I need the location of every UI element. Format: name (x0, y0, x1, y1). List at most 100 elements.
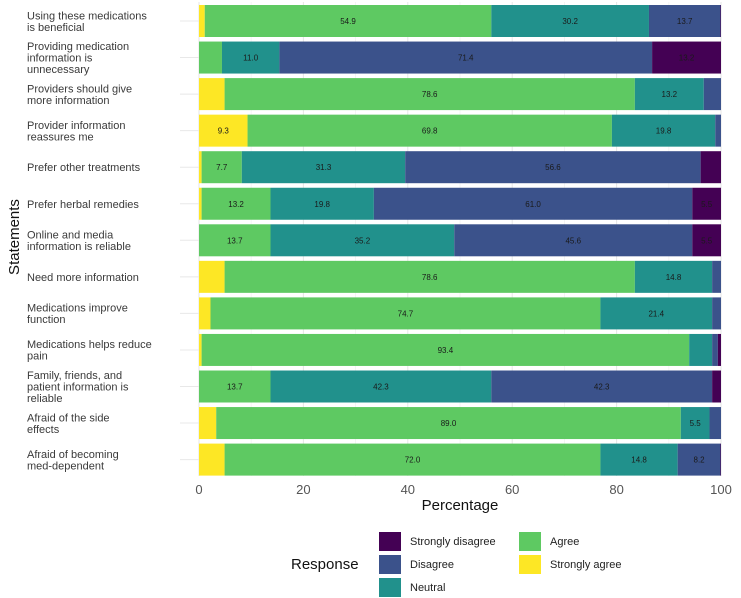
data-label-strongly-agree-3: 9.3 (218, 127, 230, 136)
data-label-neutral-11: 5.5 (690, 419, 702, 428)
bar-strongly-disagree-5 (692, 187, 721, 220)
bar-disagree-6 (454, 224, 693, 257)
data-label-agree-9: 93.4 (438, 346, 454, 355)
category-label-1-line-2: unnecessary (27, 64, 90, 76)
bar-neutral-4 (241, 151, 406, 184)
x-tick-60: 60 (505, 482, 519, 497)
x-tick-80: 80 (609, 482, 623, 497)
bar-disagree-10 (491, 370, 713, 403)
data-label-disagree-0: 13.7 (677, 17, 693, 26)
category-label-5-line-0: Prefer herbal remedies (27, 199, 139, 211)
category-label-8-line-1: function (27, 314, 66, 326)
category-label-2-line-1: more information (27, 95, 110, 107)
data-label-strongly-disagree-1: 13.2 (679, 54, 695, 63)
data-label-agree-2: 78.6 (422, 90, 438, 99)
category-label-12-line-1: med-dependent (27, 460, 104, 472)
y-axis-title: Statements (6, 199, 23, 275)
category-label-6-line-1: information is reliable (27, 241, 131, 253)
category-label-1-line-1: information is (27, 53, 93, 65)
bar-neutral-11 (680, 407, 710, 440)
bar-strongly-agree-12 (199, 443, 225, 476)
data-label-agree-8: 74.7 (398, 309, 414, 318)
legend-label-neutral: Neutral (410, 582, 445, 594)
bar-strongly-disagree-12 (720, 443, 721, 476)
bar-disagree-11 (709, 407, 721, 440)
bar-agree-4 (201, 151, 242, 184)
bar-neutral-2 (634, 78, 704, 111)
data-label-disagree-4: 56.6 (545, 163, 561, 172)
data-labels: 54.9 30.2 13.7 11.0 71.4 13.2 78.6 13.2 9.3 69.8 1… (216, 17, 713, 465)
bar-segments (199, 5, 721, 476)
data-label-agree-12: 72.0 (405, 456, 421, 465)
bar-disagree-1 (279, 41, 653, 74)
bar-strongly-disagree-6 (692, 224, 721, 257)
data-label-agree-7: 78.6 (422, 273, 438, 282)
bar-disagree-0 (648, 5, 721, 37)
data-label-neutral-3: 19.8 (656, 127, 672, 136)
bar-neutral-6 (270, 224, 455, 257)
category-label-12-line-0: Afraid of becoming (27, 449, 119, 461)
bar-disagree-8 (712, 297, 721, 330)
data-label-neutral-4: 31.3 (316, 163, 332, 172)
data-label-disagree-1: 71.4 (458, 54, 474, 63)
data-label-neutral-5: 19.8 (314, 200, 330, 209)
bar-agree-11 (216, 407, 681, 440)
bar-strongly-agree-4 (199, 151, 202, 184)
category-label-6-line-0: Online and media (27, 230, 114, 242)
legend-label-disagree: Disagree (410, 559, 454, 571)
bar-strongly-disagree-1 (652, 41, 721, 74)
category-label-10-line-0: Family, friends, and (27, 370, 122, 382)
bar-disagree-7 (712, 260, 721, 293)
bar-strongly-agree-9 (199, 333, 202, 366)
legend-title: Response (291, 556, 359, 573)
data-label-disagree-10: 42.3 (594, 383, 610, 392)
legend: Response Strongly disagree Agree Disagree S… (291, 532, 622, 597)
bar-agree-2 (224, 78, 635, 111)
bar-strongly-agree-7 (199, 260, 225, 293)
bar-agree-9 (201, 333, 690, 366)
legend-swatch-strongly-disagree (379, 532, 401, 551)
category-label-9-line-0: Medications helps reduce (27, 339, 152, 351)
x-tick-100: 100 (710, 482, 732, 497)
bar-strongly-disagree-4 (700, 151, 721, 184)
category-label-0-line-0: Using these medications (27, 10, 147, 22)
bar-strongly-disagree-0 (720, 5, 721, 37)
category-label-10-line-2: reliable (27, 393, 62, 405)
legend-swatch-strongly-agree (519, 555, 541, 574)
x-tick-20: 20 (296, 482, 310, 497)
bar-strongly-disagree-10 (712, 370, 721, 403)
data-label-agree-3: 69.8 (422, 127, 438, 136)
bar-neutral-3 (611, 114, 716, 147)
category-label-11-line-1: effects (27, 424, 60, 436)
bar-agree-3 (247, 114, 612, 147)
data-label-neutral-2: 13.2 (662, 90, 678, 99)
data-label-neutral-10: 42.3 (373, 383, 389, 392)
category-label-11-line-0: Afraid of the side (27, 412, 110, 424)
bar-neutral-0 (491, 5, 649, 37)
bar-strongly-agree-5 (199, 187, 202, 220)
data-label-neutral-7: 14.8 (666, 273, 682, 282)
category-label-3-line-0: Provider information (27, 120, 125, 132)
bar-agree-7 (224, 260, 635, 293)
bar-disagree-12 (677, 443, 721, 476)
legend-swatch-disagree (379, 555, 401, 574)
bar-strongly-agree-3 (199, 114, 248, 147)
data-label-neutral-6: 35.2 (355, 236, 371, 245)
bar-strongly-agree-0 (199, 5, 205, 37)
bar-neutral-7 (634, 260, 713, 293)
data-label-strongly-disagree-6: 5.5 (701, 236, 713, 245)
category-label-1-line-0: Providing medication (27, 41, 129, 53)
legend-label-agree: Agree (550, 536, 579, 548)
data-label-disagree-6: 45.6 (565, 236, 581, 245)
bar-disagree-4 (405, 151, 701, 184)
bar-agree-8 (210, 297, 601, 330)
legend-swatch-agree (519, 532, 541, 551)
category-label-10-line-1: patient information is (27, 382, 129, 394)
bar-agree-10 (199, 370, 271, 403)
bar-disagree-2 (703, 78, 721, 111)
data-label-agree-5: 13.2 (228, 200, 244, 209)
data-label-agree-0: 54.9 (340, 17, 356, 26)
category-label-0-line-1: is beneficial (27, 22, 84, 34)
